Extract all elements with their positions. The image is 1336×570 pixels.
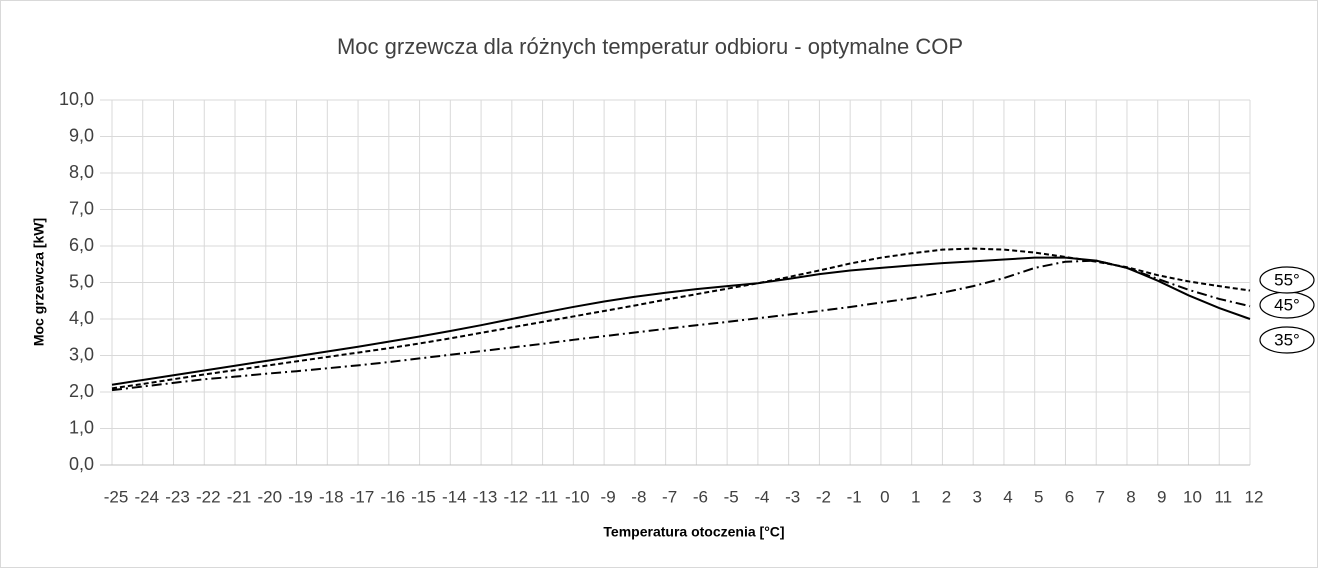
- x-tick-label: -20: [257, 487, 282, 506]
- x-tick-label: 11: [1214, 487, 1232, 506]
- x-tick-label: 6: [1065, 487, 1074, 506]
- x-tick-label: -5: [724, 487, 739, 506]
- x-tick-label: -11: [535, 487, 558, 506]
- x-tick-label: 10: [1183, 487, 1202, 506]
- x-tick-label: -13: [473, 487, 498, 506]
- legend-label: 35°: [1274, 330, 1300, 349]
- x-tick-label: -17: [350, 487, 375, 506]
- x-tick-label: -25: [104, 487, 129, 506]
- legend-badge: [1259, 266, 1315, 294]
- x-tick-label: -24: [134, 487, 159, 506]
- x-tick-label: -14: [442, 487, 467, 506]
- series-line: [111, 256, 1251, 386]
- x-tick-label: 2: [942, 487, 951, 506]
- x-tick-label: -4: [754, 487, 769, 506]
- x-tick-label: 1: [911, 487, 920, 506]
- x-tick-label: -12: [504, 487, 529, 506]
- y-tick-label: 0,0: [69, 454, 94, 474]
- x-tick-label: 9: [1157, 487, 1166, 506]
- x-tick-label: 3: [972, 487, 981, 506]
- x-tick-label: 0: [880, 487, 889, 506]
- x-tick-label: -2: [816, 487, 831, 506]
- x-tick-label: 12: [1245, 487, 1264, 506]
- y-tick-label: 1,0: [69, 417, 94, 437]
- x-tick-label: -22: [196, 487, 221, 506]
- x-tick-label: -21: [227, 487, 252, 506]
- x-tick-label: -3: [785, 487, 800, 506]
- x-tick-label: 8: [1126, 487, 1135, 506]
- legend-label: 55°: [1274, 270, 1300, 289]
- y-axis-label: Moc grzewcza [kW]: [31, 218, 47, 346]
- y-tick-label: 4,0: [69, 308, 94, 328]
- x-tick-label: -8: [631, 487, 646, 506]
- legend-badge: [1259, 326, 1315, 354]
- legend-label: 45°: [1274, 295, 1300, 314]
- x-tick-label: -9: [601, 487, 616, 506]
- x-tick-label: 5: [1034, 487, 1043, 506]
- y-tick-label: 9,0: [69, 125, 94, 145]
- x-tick-label: -16: [381, 487, 406, 506]
- chart-title: Moc grzewcza dla różnych temperatur odbi…: [337, 34, 963, 59]
- y-tick-label: 5,0: [69, 271, 94, 291]
- x-tick-label: -15: [411, 487, 436, 506]
- x-tick-label: -6: [693, 487, 708, 506]
- y-tick-label: 6,0: [69, 235, 94, 255]
- x-tick-label: -19: [288, 487, 313, 506]
- y-tick-label: 8,0: [69, 162, 94, 182]
- x-tick-label: -18: [319, 487, 344, 506]
- y-tick-label: 7,0: [69, 198, 94, 218]
- y-tick-label: 3,0: [69, 344, 94, 364]
- y-tick-label: 2,0: [69, 381, 94, 401]
- x-tick-label: -23: [165, 487, 190, 506]
- x-tick-label: -1: [847, 487, 862, 506]
- x-tick-label: -7: [662, 487, 677, 506]
- x-axis-label: Temperatura otoczenia [°C]: [603, 524, 784, 540]
- y-tick-label: 10,0: [59, 89, 94, 109]
- series-line: [111, 247, 1251, 390]
- x-tick-label: -10: [565, 487, 590, 506]
- x-tick-label: 7: [1095, 487, 1104, 506]
- x-tick-label: 4: [1003, 487, 1012, 506]
